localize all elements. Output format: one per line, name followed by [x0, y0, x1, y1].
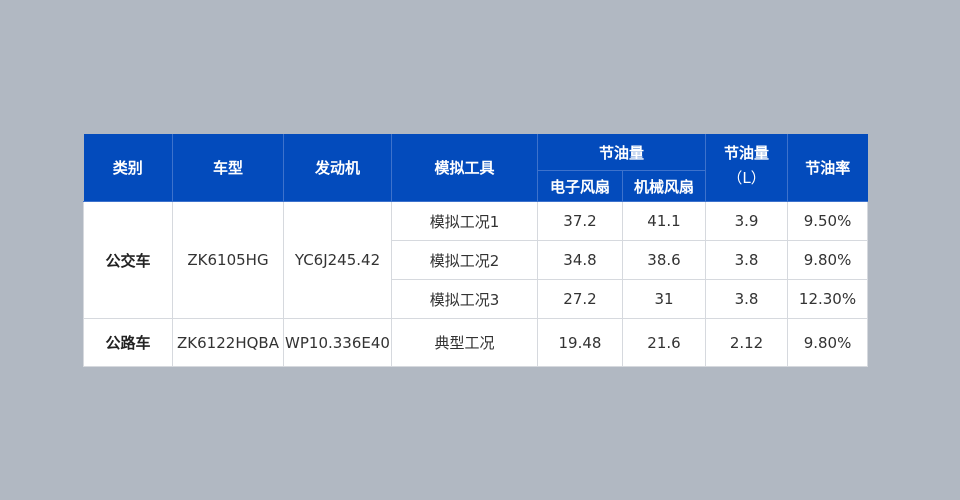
cell-engine: WP10.336E40 — [283, 318, 392, 367]
table-row: 公路车 ZK6122HQBA WP10.336E40 典型工况 19.48 21… — [83, 318, 869, 367]
header-saving-rate: 节油率 — [787, 134, 868, 202]
cell-electronic: 37.2 — [537, 201, 623, 241]
cell-category: 公交车 — [83, 201, 173, 319]
cell-rate: 9.50% — [787, 201, 869, 241]
cell-rate: 9.80% — [787, 240, 869, 280]
cell-mechanical: 21.6 — [621, 318, 707, 367]
cell-category: 公路车 — [83, 318, 173, 367]
cell-saving: 3.8 — [705, 279, 789, 319]
cell-sim: 模拟工况3 — [391, 279, 538, 319]
header-model: 车型 — [172, 134, 284, 202]
cell-electronic: 19.48 — [537, 318, 623, 367]
cell-mechanical: 38.6 — [621, 240, 707, 280]
header-electronic-fan: 电子风扇 — [537, 170, 623, 202]
header-fuel-saving-l: 节油量 （L） — [705, 134, 789, 202]
cell-engine: YC6J245.42 — [283, 201, 392, 319]
header-sim-tool: 模拟工具 — [391, 134, 538, 202]
header-unit: （L） — [727, 169, 766, 187]
cell-sim: 模拟工况2 — [391, 240, 538, 280]
cell-rate: 12.30% — [787, 279, 869, 319]
cell-saving: 3.9 — [705, 201, 789, 241]
cell-saving: 3.8 — [705, 240, 789, 280]
cell-saving: 2.12 — [705, 318, 789, 367]
cell-electronic: 27.2 — [537, 279, 623, 319]
cell-sim: 典型工况 — [391, 318, 538, 367]
table-row: 模拟工况2 34.8 38.6 3.8 9.80% — [84, 240, 869, 280]
header-fuel-saving: 节油量 — [536, 134, 707, 171]
cell-mechanical: 41.1 — [621, 201, 707, 241]
cell-rate: 9.80% — [787, 318, 869, 367]
cell-electronic: 34.8 — [537, 240, 623, 280]
fuel-saving-table: 类别 车型 发动机 模拟工具 节油量 节油量 （L） 节油率 电子风扇 机械风扇 … — [83, 134, 869, 367]
header-engine: 发动机 — [283, 134, 392, 202]
cell-model: ZK6105HG — [172, 201, 284, 319]
header-fuel-saving-l-label: 节油量 — [724, 144, 770, 162]
cell-model: ZK6122HQBA — [172, 318, 284, 367]
header-category: 类别 — [83, 134, 173, 202]
cell-sim: 模拟工况1 — [391, 201, 538, 241]
cell-mechanical: 31 — [621, 279, 707, 319]
table-row: 公交车 ZK6105HG YC6J245.42 模拟工况1 37.2 41.1 … — [83, 201, 869, 319]
header-mechanical-fan: 机械风扇 — [621, 170, 706, 202]
table-row: 模拟工况3 27.2 31 3.8 12.30% — [84, 279, 869, 319]
